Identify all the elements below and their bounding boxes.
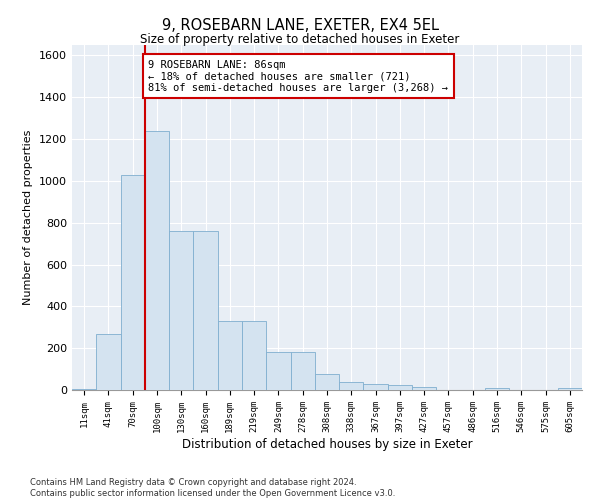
Bar <box>266 352 290 390</box>
Bar <box>290 352 315 390</box>
Bar <box>193 231 218 390</box>
Bar <box>72 389 96 390</box>
Y-axis label: Number of detached properties: Number of detached properties <box>23 130 34 305</box>
Bar <box>96 334 121 390</box>
X-axis label: Distribution of detached houses by size in Exeter: Distribution of detached houses by size … <box>182 438 472 450</box>
Bar <box>485 388 509 390</box>
Text: Size of property relative to detached houses in Exeter: Size of property relative to detached ho… <box>140 32 460 46</box>
Bar <box>169 231 193 390</box>
Bar <box>145 130 169 390</box>
Bar <box>364 384 388 390</box>
Bar <box>412 387 436 390</box>
Bar <box>339 382 364 390</box>
Text: 9 ROSEBARN LANE: 86sqm
← 18% of detached houses are smaller (721)
81% of semi-de: 9 ROSEBARN LANE: 86sqm ← 18% of detached… <box>149 60 449 93</box>
Bar <box>218 321 242 390</box>
Bar <box>315 374 339 390</box>
Bar <box>388 385 412 390</box>
Bar <box>121 174 145 390</box>
Text: 9, ROSEBARN LANE, EXETER, EX4 5EL: 9, ROSEBARN LANE, EXETER, EX4 5EL <box>161 18 439 32</box>
Text: Contains HM Land Registry data © Crown copyright and database right 2024.
Contai: Contains HM Land Registry data © Crown c… <box>30 478 395 498</box>
Bar <box>558 388 582 390</box>
Bar <box>242 321 266 390</box>
